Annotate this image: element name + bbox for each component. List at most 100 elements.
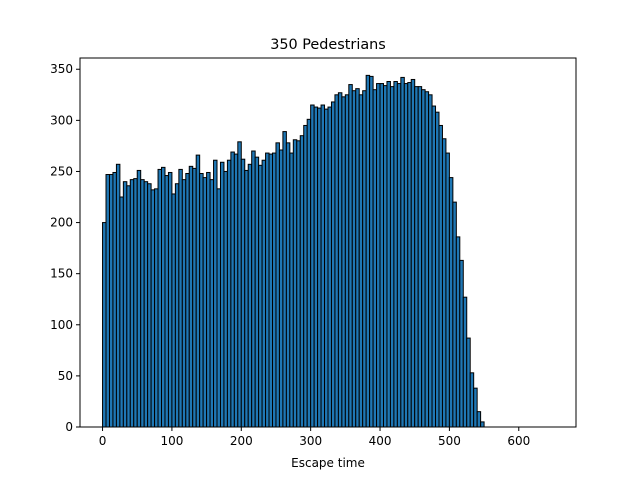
- histogram-bar: [147, 183, 152, 428]
- histogram-bar: [272, 152, 277, 428]
- histogram-bar: [296, 140, 301, 428]
- histogram-bar: [348, 84, 353, 428]
- histogram-bar: [213, 159, 218, 428]
- histogram-bar: [431, 105, 437, 428]
- histogram-bar: [219, 161, 225, 428]
- histogram-bar: [376, 83, 381, 428]
- histogram-bar: [108, 174, 114, 428]
- histogram-bar: [355, 88, 360, 428]
- histogram-bar: [150, 189, 156, 428]
- histogram-bar: [480, 421, 485, 428]
- histogram-bar: [435, 111, 440, 428]
- histogram-bar: [407, 82, 412, 428]
- histogram-bar: [157, 168, 163, 428]
- histogram-bar: [230, 151, 235, 428]
- histogram-bar: [344, 94, 350, 428]
- histogram-bar: [126, 185, 131, 428]
- histogram-bar: [268, 153, 274, 428]
- histogram-bar: [161, 166, 166, 428]
- histogram-bar: [254, 156, 260, 428]
- histogram-bar: [396, 83, 402, 428]
- histogram-bar: [192, 167, 197, 428]
- histogram-bar: [469, 372, 475, 428]
- y-tick-label: 300: [50, 113, 73, 127]
- histogram-bar: [320, 104, 326, 428]
- histogram-bar: [476, 411, 482, 428]
- histogram-bar: [185, 173, 190, 428]
- histogram-bar: [105, 174, 110, 428]
- histogram-bar: [428, 94, 433, 428]
- histogram-bar: [330, 101, 336, 428]
- histogram-bar: [317, 107, 322, 428]
- histogram-bar: [421, 89, 426, 428]
- histogram-bar: [136, 169, 142, 428]
- histogram-bar: [452, 201, 457, 428]
- histogram-bar: [275, 142, 280, 428]
- histogram-bar: [199, 173, 204, 428]
- histogram-bar: [278, 149, 284, 428]
- histogram-bar: [140, 179, 145, 428]
- histogram-bar: [372, 89, 378, 428]
- histogram-bar: [438, 124, 443, 428]
- histogram-bar: [448, 177, 454, 428]
- histogram-bar: [258, 164, 263, 428]
- histogram-bar: [455, 236, 461, 428]
- histogram-bar: [174, 183, 180, 428]
- histogram-bar: [261, 159, 267, 428]
- histogram-bar: [237, 141, 242, 428]
- plot-area-frame: [79, 57, 577, 428]
- y-axis-ticks: 0 50 100 150 200 250 300 350: [50, 62, 80, 434]
- histogram-bar: [129, 179, 135, 428]
- histogram-bar: [216, 188, 221, 428]
- histogram-bar: [369, 75, 374, 428]
- histogram-bar: [327, 106, 332, 428]
- histogram-bar: [181, 179, 187, 428]
- histogram-bar: [223, 170, 228, 428]
- histogram-bar: [171, 193, 176, 428]
- histogram-bar: [382, 85, 388, 428]
- histogram-bar: [445, 152, 450, 428]
- histogram-bar: [112, 171, 117, 428]
- histogram-bar: [226, 159, 232, 428]
- x-tick-label: 400: [369, 434, 392, 448]
- histogram-bar: [244, 169, 249, 428]
- histogram-bar: [247, 163, 253, 428]
- histogram-bar: [313, 106, 319, 428]
- histogram-bar: [362, 90, 367, 428]
- histogram-bar: [143, 181, 149, 428]
- histogram-bar: [202, 177, 208, 428]
- histogram-bar: [441, 138, 447, 428]
- x-tick-label: 600: [507, 434, 530, 448]
- histogram-bar: [393, 81, 398, 428]
- x-tick-label: 200: [230, 434, 253, 448]
- histogram-bar: [379, 83, 384, 428]
- histogram-bar: [424, 91, 430, 428]
- histogram-bar: [240, 158, 246, 428]
- histogram-bar: [195, 154, 201, 428]
- histogram-bar: [459, 259, 464, 428]
- histogram-bar: [303, 124, 308, 428]
- histogram-bar: [351, 90, 357, 428]
- y-tick-label: 150: [50, 267, 73, 281]
- y-tick-label: 50: [58, 369, 73, 383]
- histogram-bar: [292, 139, 298, 428]
- histogram-bar: [209, 179, 215, 428]
- histogram-bar: [289, 152, 294, 428]
- histogram-bar: [334, 94, 339, 428]
- histogram-bar: [306, 118, 312, 428]
- x-tick-label: 100: [160, 434, 183, 448]
- histogram-bar: [122, 181, 128, 428]
- histogram-bar: [400, 76, 405, 428]
- chart-title: 350 Pedestrians: [270, 37, 386, 53]
- histogram-bar: [337, 92, 343, 428]
- histogram-bar: [310, 104, 315, 428]
- x-axis-ticks: 0 100 200 300 400 500 600: [99, 427, 530, 448]
- y-tick-label: 350: [50, 62, 73, 76]
- histogram-bar: [285, 142, 291, 428]
- histogram-bar: [299, 135, 305, 428]
- histogram-bar: [102, 222, 107, 428]
- x-axis-label: Escape time: [291, 456, 365, 470]
- histogram-bar: [414, 86, 419, 428]
